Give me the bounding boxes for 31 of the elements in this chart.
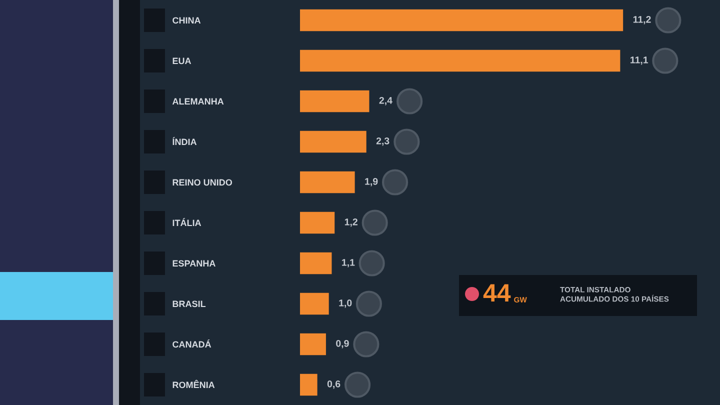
annotation: 44	[483, 284, 511, 302]
data-label: 1,1	[342, 259, 355, 268]
y-tick-label: ÍNDIA	[172, 137, 197, 146]
y-tick-label: ITÁLIA	[172, 218, 202, 226]
data-label: 1,9	[365, 178, 378, 186]
y-tick-label: EUA	[172, 58, 192, 64]
bar	[300, 50, 620, 72]
data-label: 2,4	[379, 96, 392, 106]
y-tick-label: CANADÁ	[172, 340, 212, 348]
bar	[300, 374, 318, 396]
y-tick-label: REINO UNIDO	[172, 179, 232, 186]
bar	[300, 90, 370, 112]
bar	[300, 9, 624, 32]
data-label: 0,9	[336, 340, 349, 348]
bar	[300, 333, 326, 356]
bar	[300, 171, 355, 194]
bar	[300, 212, 335, 234]
data-label: 1,2	[344, 218, 358, 227]
y-tick-label: CHINA	[172, 17, 201, 24]
data-label: 1,0	[339, 299, 352, 308]
y-tick-label: ESPANHA	[172, 260, 216, 267]
bar	[300, 130, 366, 153]
data-label: 11,1	[630, 56, 648, 65]
data-label: 0,6	[327, 380, 340, 389]
y-tick-label: ALEMANHA	[172, 98, 224, 105]
y-tick-label: ROMÊNIA	[172, 380, 215, 388]
data-label: 2,3	[376, 137, 390, 146]
bar	[300, 292, 329, 315]
bar	[300, 252, 332, 274]
y-tick-label: BRASIL	[172, 300, 206, 308]
data-label: 11,2	[633, 16, 651, 24]
